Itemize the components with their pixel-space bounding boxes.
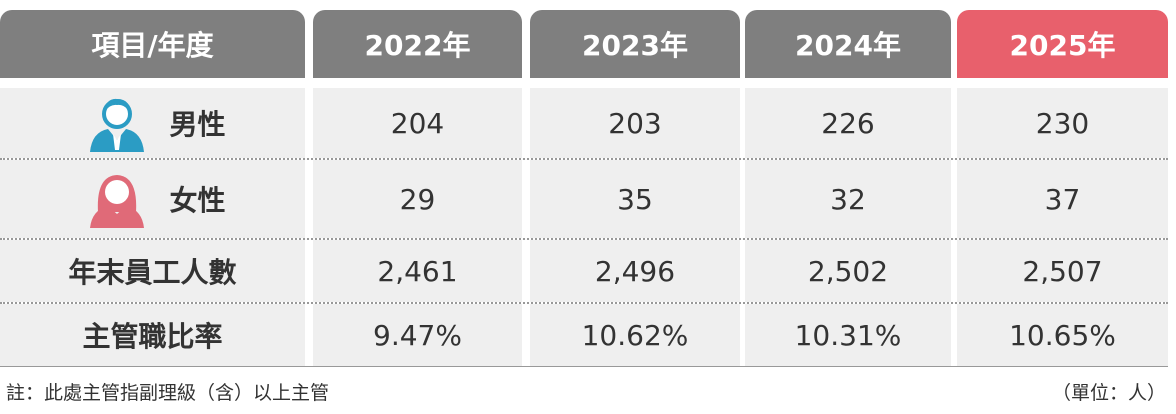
- row-label: 主管職比率: [0, 304, 305, 366]
- cell: 32: [745, 160, 951, 238]
- row-separator: [0, 238, 1168, 240]
- header-cell: 2024年: [745, 10, 951, 78]
- note: 註：此處主管指副理級（含）以上主管: [6, 382, 330, 404]
- unit: （單位：人）: [1051, 382, 1166, 404]
- row-label: 年末員工人數: [0, 240, 305, 302]
- cell: 10.62%: [530, 304, 740, 366]
- row-label: 男性: [0, 88, 305, 158]
- header-cell: 2022年: [313, 10, 522, 78]
- header-cell: 2025年: [957, 10, 1168, 78]
- cell: 204: [313, 88, 522, 158]
- cell: 2,496: [530, 240, 740, 302]
- cell: 203: [530, 88, 740, 158]
- cell: 2,502: [745, 240, 951, 302]
- cell: 35: [530, 160, 740, 238]
- cell: 10.31%: [745, 304, 951, 366]
- cell: 2,461: [313, 240, 522, 302]
- cell: 29: [313, 160, 522, 238]
- table-bottom-line: [0, 366, 1168, 367]
- row-separator: [0, 158, 1168, 160]
- female-icon: [90, 175, 144, 228]
- cell: 37: [957, 160, 1168, 238]
- cell: 9.47%: [313, 304, 522, 366]
- header-cell: 項目/年度: [0, 10, 305, 78]
- cell: 230: [957, 88, 1168, 158]
- male-icon: [90, 98, 144, 152]
- cell: 226: [745, 88, 951, 158]
- cell: 2,507: [957, 240, 1168, 302]
- row-separator: [0, 302, 1168, 304]
- header-cell: 2023年: [530, 10, 740, 78]
- cell: 10.65%: [957, 304, 1168, 366]
- row-label: 女性: [0, 160, 305, 238]
